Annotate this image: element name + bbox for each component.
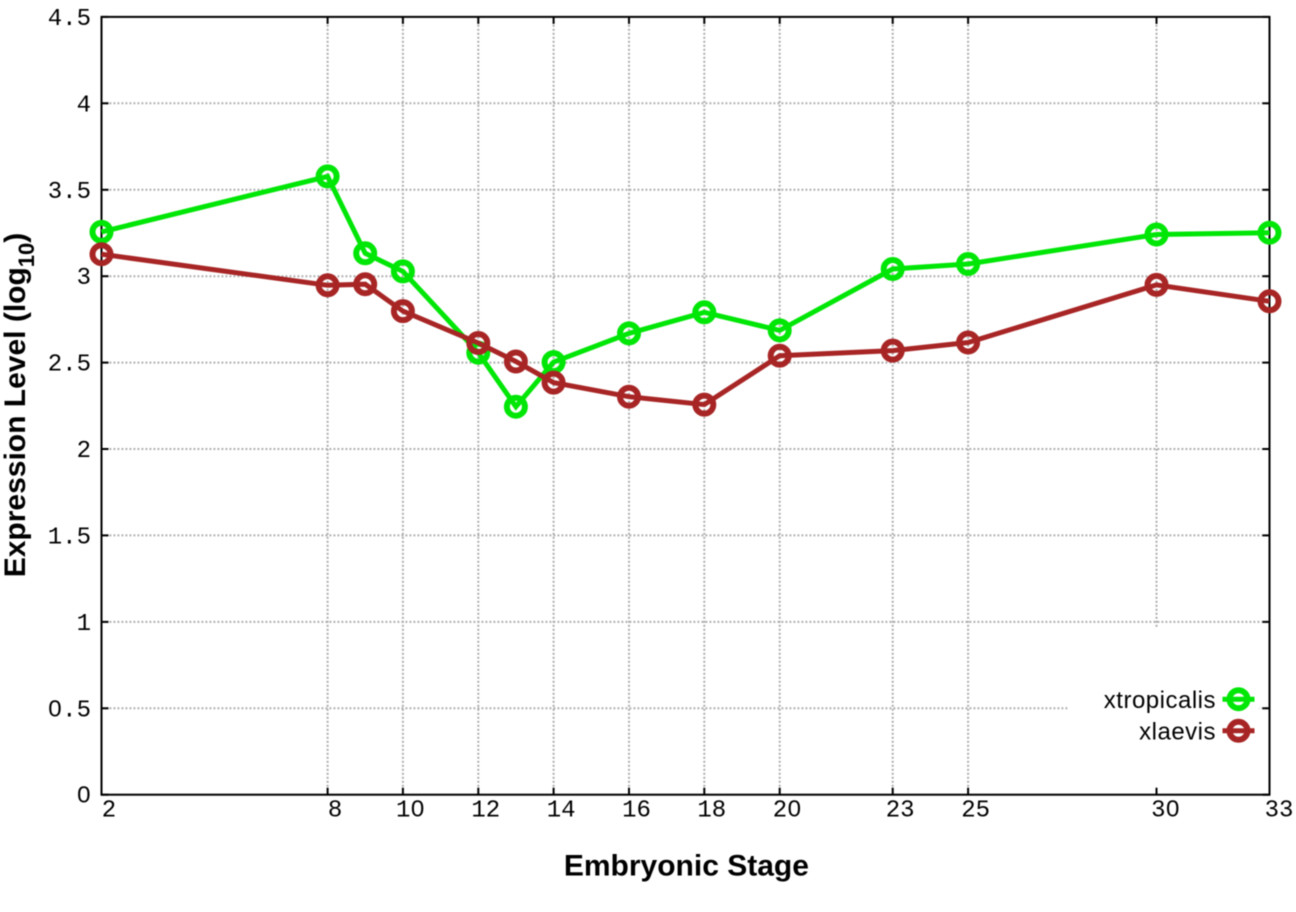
- svg-text:10: 10: [396, 798, 425, 825]
- svg-text:2.5: 2.5: [48, 352, 91, 379]
- svg-text:Embryonic Stage: Embryonic Stage: [564, 850, 809, 883]
- svg-text:4: 4: [77, 92, 91, 119]
- svg-text:2: 2: [77, 438, 91, 465]
- svg-text:33: 33: [1265, 798, 1294, 825]
- svg-text:1: 1: [77, 611, 91, 638]
- svg-text:30: 30: [1151, 798, 1180, 825]
- svg-text:xtropicalis: xtropicalis: [1104, 687, 1216, 714]
- svg-text:3.5: 3.5: [48, 179, 91, 206]
- svg-text:25: 25: [961, 798, 990, 825]
- svg-text:20: 20: [773, 798, 802, 825]
- svg-text:23: 23: [886, 798, 915, 825]
- svg-text:xlaevis: xlaevis: [1139, 719, 1216, 746]
- svg-text:16: 16: [622, 798, 651, 825]
- svg-text:4.5: 4.5: [48, 6, 91, 33]
- svg-text:3: 3: [77, 265, 91, 292]
- svg-text:12: 12: [471, 798, 500, 825]
- svg-text:14: 14: [547, 798, 576, 825]
- svg-text:8: 8: [328, 798, 342, 825]
- svg-text:2: 2: [102, 798, 116, 825]
- svg-text:18: 18: [697, 798, 726, 825]
- svg-text:1.5: 1.5: [48, 524, 91, 551]
